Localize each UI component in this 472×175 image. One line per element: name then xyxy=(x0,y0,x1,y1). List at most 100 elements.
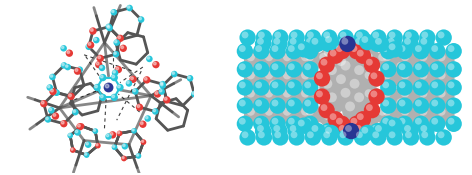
Circle shape xyxy=(270,116,286,132)
Circle shape xyxy=(419,29,436,46)
Circle shape xyxy=(270,43,286,59)
Circle shape xyxy=(153,109,155,112)
Circle shape xyxy=(429,61,446,78)
Circle shape xyxy=(115,66,122,73)
Circle shape xyxy=(105,84,109,88)
Circle shape xyxy=(160,82,166,89)
Circle shape xyxy=(93,129,95,131)
Circle shape xyxy=(321,109,341,129)
Circle shape xyxy=(152,61,160,68)
Circle shape xyxy=(164,97,167,100)
Circle shape xyxy=(355,125,362,132)
Circle shape xyxy=(364,53,373,61)
Circle shape xyxy=(112,69,118,76)
Circle shape xyxy=(437,71,446,79)
Circle shape xyxy=(242,131,248,138)
Circle shape xyxy=(312,38,318,45)
Circle shape xyxy=(435,87,455,107)
Circle shape xyxy=(286,116,302,132)
Circle shape xyxy=(269,80,278,89)
Circle shape xyxy=(446,116,462,132)
Circle shape xyxy=(136,154,139,156)
Circle shape xyxy=(356,131,363,138)
Circle shape xyxy=(416,50,437,70)
Circle shape xyxy=(388,43,396,50)
Circle shape xyxy=(291,131,297,138)
Circle shape xyxy=(419,129,436,146)
Circle shape xyxy=(371,90,377,97)
Circle shape xyxy=(360,112,369,120)
Circle shape xyxy=(388,32,396,38)
Circle shape xyxy=(339,38,346,45)
Circle shape xyxy=(50,75,53,77)
Circle shape xyxy=(446,79,462,96)
Circle shape xyxy=(287,36,304,52)
Circle shape xyxy=(309,36,326,52)
Circle shape xyxy=(274,32,281,38)
Circle shape xyxy=(160,82,163,84)
Circle shape xyxy=(255,123,271,139)
Circle shape xyxy=(447,63,455,70)
Circle shape xyxy=(345,102,355,111)
Circle shape xyxy=(362,36,368,43)
Circle shape xyxy=(302,61,319,78)
Circle shape xyxy=(329,50,337,57)
Circle shape xyxy=(324,112,332,120)
Circle shape xyxy=(244,105,264,125)
Circle shape xyxy=(288,129,305,146)
Circle shape xyxy=(376,50,396,70)
Circle shape xyxy=(447,100,455,106)
Circle shape xyxy=(270,61,286,78)
Circle shape xyxy=(112,145,115,148)
Circle shape xyxy=(416,87,437,107)
Circle shape xyxy=(80,124,82,126)
Circle shape xyxy=(288,29,305,46)
Circle shape xyxy=(287,62,296,70)
Circle shape xyxy=(383,89,391,98)
Circle shape xyxy=(388,125,395,132)
Circle shape xyxy=(447,45,455,52)
Circle shape xyxy=(354,92,364,102)
Circle shape xyxy=(437,89,446,98)
Circle shape xyxy=(99,94,107,101)
Circle shape xyxy=(380,50,400,70)
Circle shape xyxy=(336,74,346,84)
Circle shape xyxy=(262,87,282,107)
Circle shape xyxy=(351,118,357,125)
Circle shape xyxy=(291,32,297,38)
Circle shape xyxy=(319,57,335,73)
Circle shape xyxy=(303,50,323,70)
Circle shape xyxy=(60,45,67,52)
Circle shape xyxy=(364,102,380,118)
Circle shape xyxy=(253,43,270,59)
Circle shape xyxy=(154,90,161,98)
Circle shape xyxy=(354,65,364,75)
Circle shape xyxy=(316,90,323,97)
Circle shape xyxy=(53,90,56,92)
Circle shape xyxy=(388,38,395,45)
Circle shape xyxy=(324,89,347,113)
Circle shape xyxy=(296,41,312,58)
Circle shape xyxy=(91,29,93,31)
Circle shape xyxy=(280,50,300,70)
Circle shape xyxy=(255,45,262,52)
Circle shape xyxy=(337,58,361,81)
Circle shape xyxy=(288,45,295,52)
Circle shape xyxy=(239,63,246,70)
Circle shape xyxy=(66,65,68,67)
Circle shape xyxy=(271,36,287,52)
Circle shape xyxy=(255,118,262,125)
Circle shape xyxy=(356,32,363,38)
Circle shape xyxy=(253,116,270,132)
Circle shape xyxy=(386,36,402,52)
Circle shape xyxy=(171,71,177,77)
Circle shape xyxy=(305,129,321,146)
Circle shape xyxy=(336,45,343,52)
Circle shape xyxy=(286,79,302,96)
Circle shape xyxy=(317,87,337,107)
Circle shape xyxy=(127,6,130,8)
Circle shape xyxy=(371,125,378,132)
Circle shape xyxy=(48,107,55,114)
Circle shape xyxy=(94,85,97,88)
Circle shape xyxy=(117,35,124,42)
